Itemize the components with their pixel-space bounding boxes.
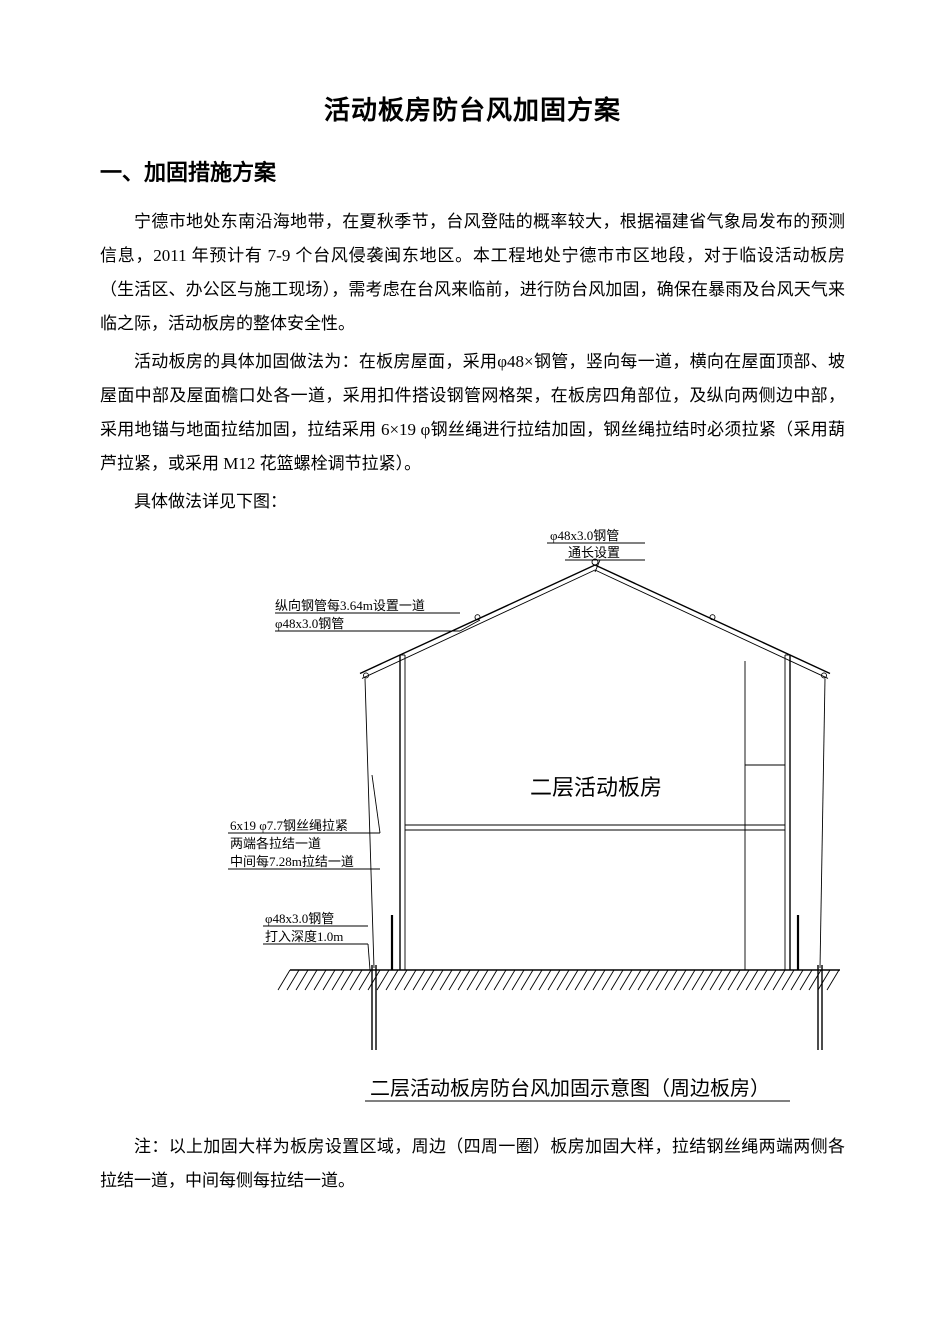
svg-text:纵向钢管每3.64m设置一道: 纵向钢管每3.64m设置一道 xyxy=(275,598,425,613)
svg-text:二层活动板房防台风加固示意图（周边板房）: 二层活动板房防台风加固示意图（周边板房） xyxy=(370,1077,770,1100)
reinforcement-diagram: 二层活动板房φ48x3.0钢管通长设置纵向钢管每3.64m设置一道φ48x3.0… xyxy=(100,525,845,1115)
svg-text:两端各拉结一道: 两端各拉结一道 xyxy=(230,836,321,851)
svg-text:打入深度1.0m: 打入深度1.0m xyxy=(265,929,343,944)
paragraph-2: 活动板房的具体加固做法为：在板房屋面，采用φ48×钢管，竖向每一道，横向在屋面顶… xyxy=(100,345,845,481)
svg-text:中间每7.28m拉结一道: 中间每7.28m拉结一道 xyxy=(230,854,354,869)
paragraph-3: 具体做法详见下图： xyxy=(100,485,845,519)
svg-text:6x19 φ7.7钢丝绳拉紧: 6x19 φ7.7钢丝绳拉紧 xyxy=(230,818,348,833)
section-1-heading: 一、加固措施方案 xyxy=(100,155,845,187)
figure-container: 二层活动板房φ48x3.0钢管通长设置纵向钢管每3.64m设置一道φ48x3.0… xyxy=(100,525,845,1120)
svg-text:φ48x3.0钢管: φ48x3.0钢管 xyxy=(265,911,334,926)
paragraph-1: 宁德市地处东南沿海地带，在夏秋季节，台风登陆的概率较大，根据福建省气象局发布的预… xyxy=(100,205,845,341)
svg-text:φ48x3.0钢管: φ48x3.0钢管 xyxy=(275,616,344,631)
svg-text:φ48x3.0钢管: φ48x3.0钢管 xyxy=(550,528,619,543)
svg-text:二层活动板房: 二层活动板房 xyxy=(530,775,662,800)
doc-title: 活动板房防台风加固方案 xyxy=(100,90,845,127)
svg-text:通长设置: 通长设置 xyxy=(568,545,620,560)
figure-note: 注：以上加固大样为板房设置区域，周边（四周一圈）板房加固大样，拉结钢丝绳两端两侧… xyxy=(100,1130,845,1198)
